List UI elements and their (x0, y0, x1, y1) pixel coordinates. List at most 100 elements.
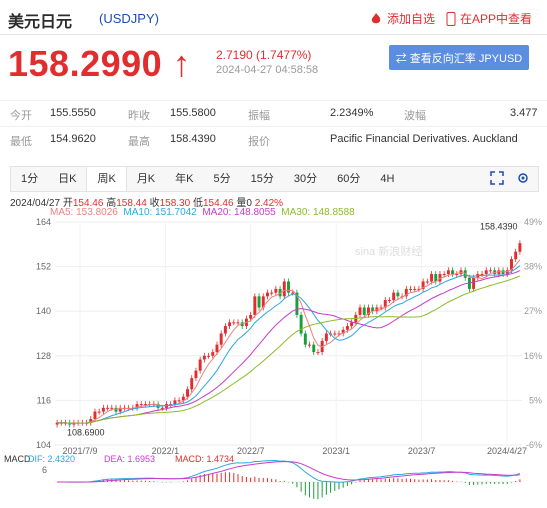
open-in-app-button[interactable]: 在APP中查看 (446, 10, 532, 27)
candle-body (308, 344, 312, 346)
tab-weekly[interactable]: 周K (86, 167, 127, 191)
macd-axis-label: 6 (42, 465, 47, 475)
candle-body (97, 411, 101, 413)
pct-tick-label: 27% (524, 306, 542, 316)
up-arrow-icon: ↑ (172, 43, 192, 84)
stats-row: 最低 154.9620 最高 158.4390 报价 Pacific Finan… (0, 126, 547, 152)
sina-watermark: sina 新浪财经 (355, 244, 422, 258)
candle-body (430, 274, 434, 282)
tab-5min[interactable]: 5分 (213, 173, 231, 185)
candle-body (106, 407, 110, 409)
candle-body (333, 333, 337, 335)
candle-body (295, 292, 299, 315)
y-tick-label: 152 (36, 262, 51, 272)
candle-body (480, 274, 484, 276)
candle-body (139, 404, 143, 406)
candle-body (261, 296, 265, 308)
ma30-line (57, 275, 521, 424)
candle-body (89, 418, 93, 423)
candle-body (366, 307, 370, 315)
candle-body (510, 259, 513, 271)
low-annotation: 108.6900 (67, 428, 105, 438)
candle-body (249, 314, 253, 319)
pct-tick-label: 38% (524, 262, 542, 272)
candle-body (472, 277, 476, 289)
x-tick-label: 2022/1 (152, 446, 180, 456)
dea-line (57, 461, 520, 483)
candle-body (253, 296, 257, 315)
candle-body (291, 292, 295, 294)
candle-body (169, 404, 173, 406)
candle-body (379, 307, 383, 309)
candle-body (215, 344, 219, 353)
x-tick-label: 2024/4/27 (487, 446, 527, 456)
candle-body (451, 270, 455, 275)
candle-body (484, 270, 488, 275)
candle-body (421, 281, 425, 289)
candle-body (341, 329, 345, 334)
candle-body (181, 396, 185, 401)
fullscreen-icon[interactable] (490, 171, 504, 185)
y-tick-label: 116 (37, 395, 51, 405)
phone-icon (446, 11, 456, 26)
x-tick-label: 2023/1 (322, 446, 350, 456)
candle-body (409, 288, 412, 290)
stats-row: 今开 155.5550 昨收 155.5800 振幅 2.2349% 波幅 3.… (0, 100, 547, 126)
candle-body (219, 333, 223, 345)
candle-body (143, 404, 147, 406)
candle-body (190, 378, 194, 390)
tab-daily[interactable]: 日K (58, 173, 77, 185)
candle-body (278, 288, 282, 297)
candle-body (110, 407, 114, 409)
quote-timestamp: 2024-04-27 04:58:58 (216, 64, 319, 76)
add-watchlist-button[interactable]: 添加自选 (369, 10, 435, 27)
candle-body (257, 296, 261, 308)
candle-body (303, 333, 307, 345)
y-tick-label: 128 (36, 351, 51, 361)
candle-body (362, 307, 366, 315)
candle-body (207, 355, 211, 357)
candle-body (438, 274, 442, 282)
candle-body (417, 288, 421, 290)
reverse-rate-button[interactable]: ⇄ 查看反向汇率 JPYUSD (389, 45, 529, 70)
tab-30min[interactable]: 30分 (293, 173, 318, 185)
ma10-line (57, 265, 521, 424)
tab-60min[interactable]: 60分 (337, 173, 361, 185)
macd-value: MACD: 1.4734 (175, 454, 234, 464)
tab-15min[interactable]: 15分 (250, 173, 274, 185)
pct-tick-label: 49% (524, 217, 542, 227)
candle-body (463, 270, 467, 278)
tab-yearly[interactable]: 年K (175, 173, 194, 185)
candle-body (488, 270, 492, 272)
candle-body (228, 322, 232, 327)
ma5-line (57, 259, 521, 424)
candle-body (442, 274, 446, 276)
current-price: 158.2990 ↑ (8, 43, 192, 84)
candle-body (186, 389, 189, 397)
candle-body (299, 314, 303, 334)
candle-body (55, 422, 59, 425)
candle-body (282, 281, 286, 297)
candle-body (455, 274, 459, 276)
candle-body (152, 404, 156, 406)
candle-body (223, 326, 227, 334)
candle-body (413, 288, 417, 290)
candle-body (198, 359, 202, 371)
tab-1min[interactable]: 1分 (21, 173, 39, 185)
settings-icon[interactable] (516, 171, 530, 185)
candle-body (265, 292, 269, 297)
candle-body (270, 292, 274, 294)
candle-body (202, 355, 206, 360)
tab-monthly[interactable]: 月K (136, 173, 156, 185)
symbol-code: (USDJPY) (99, 11, 159, 26)
x-tick-label: 2021/7/9 (62, 446, 97, 456)
pct-tick-label: 5% (529, 395, 542, 405)
candle-body (312, 344, 316, 353)
pct-tick-label: -6% (526, 440, 542, 450)
high-annotation: 158.4390 (480, 222, 518, 232)
tab-4h[interactable]: 4H (380, 173, 395, 185)
candle-body (350, 322, 354, 327)
candle-body (236, 322, 240, 324)
ma-legend: MA5: 153.8026 MA10: 151.7042 MA20: 148.8… (50, 207, 355, 218)
candle-body (392, 292, 396, 301)
